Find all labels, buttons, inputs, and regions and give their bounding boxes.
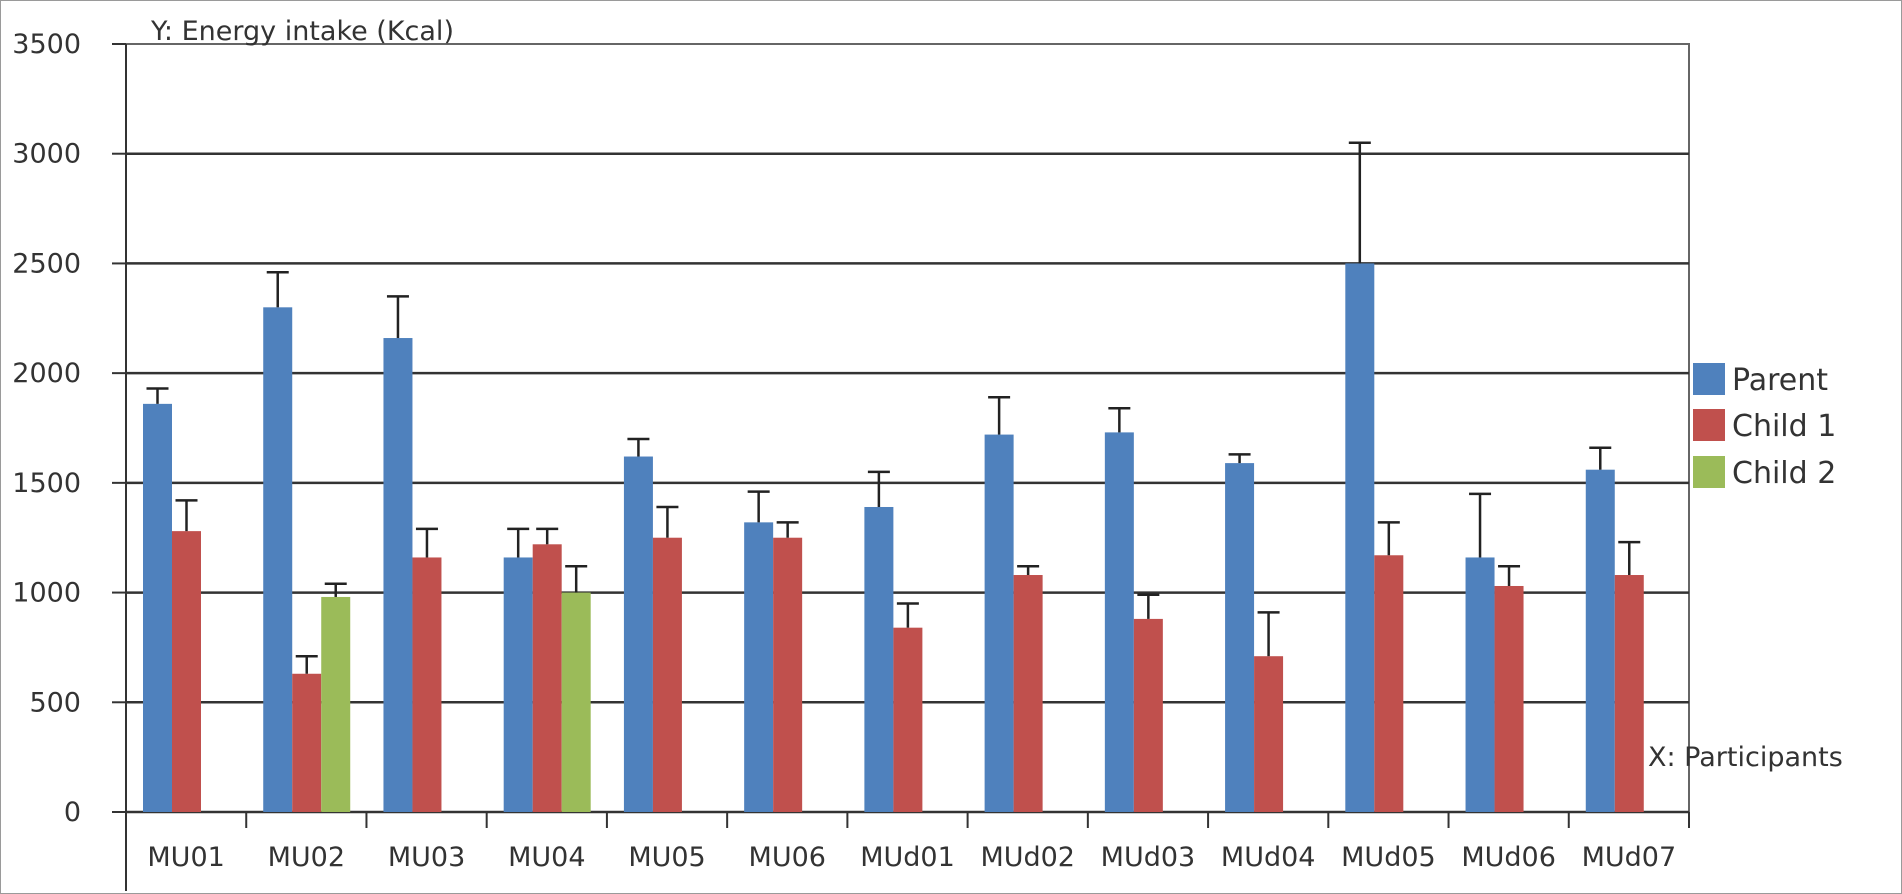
bar-child-1 bbox=[1374, 555, 1404, 812]
legend-swatch bbox=[1693, 363, 1725, 395]
bar-child-1 bbox=[1494, 585, 1524, 812]
x-tick-label: MU06 bbox=[749, 842, 826, 873]
bar-child-1 bbox=[1013, 575, 1043, 812]
bar-child-1 bbox=[1614, 575, 1644, 812]
bar-child-2 bbox=[561, 592, 591, 812]
x-tick-label: MU03 bbox=[388, 842, 465, 873]
y-tick-label: 2500 bbox=[12, 248, 81, 279]
bar-parent bbox=[1585, 469, 1615, 812]
bar-child-1 bbox=[412, 557, 442, 812]
x-tick-label: MUd01 bbox=[860, 842, 955, 873]
y-tick-label: 3000 bbox=[12, 139, 81, 170]
bar-child-1 bbox=[1133, 618, 1163, 812]
x-tick-label: MU02 bbox=[268, 842, 345, 873]
x-tick-label: MU05 bbox=[628, 842, 705, 873]
y-tick-label: 3500 bbox=[12, 29, 81, 60]
bar-child-1 bbox=[292, 673, 322, 812]
bar-child-1 bbox=[652, 537, 682, 812]
x-tick-label: MUd06 bbox=[1461, 842, 1556, 873]
y-tick-label: 0 bbox=[64, 797, 81, 828]
x-tick-label: MUd02 bbox=[980, 842, 1075, 873]
bar-parent bbox=[864, 506, 894, 812]
bar-child-1 bbox=[1254, 656, 1284, 812]
bar-child-2 bbox=[321, 596, 351, 812]
bar-parent bbox=[623, 456, 653, 812]
bar-parent bbox=[383, 338, 413, 812]
bar-parent bbox=[1345, 263, 1375, 812]
y-axis-title: Y: Energy intake (Kcal) bbox=[150, 16, 454, 47]
legend-label: Parent bbox=[1732, 363, 1828, 398]
legend-swatch bbox=[1693, 456, 1725, 488]
legend-swatch bbox=[1693, 409, 1725, 441]
bar-parent bbox=[1225, 463, 1255, 812]
x-tick-label: MUd05 bbox=[1341, 842, 1436, 873]
x-tick-label: MU01 bbox=[147, 842, 224, 873]
bar-child-1 bbox=[172, 531, 201, 812]
bar-parent bbox=[744, 522, 774, 812]
legend-label: Child 1 bbox=[1732, 409, 1836, 444]
y-tick-label: 500 bbox=[29, 687, 81, 718]
legend-label: Child 2 bbox=[1732, 456, 1836, 491]
bar-child-1 bbox=[773, 537, 803, 812]
x-tick-label: MU04 bbox=[508, 842, 585, 873]
x-tick-label: MUd04 bbox=[1221, 842, 1316, 873]
x-tick-label: MUd03 bbox=[1101, 842, 1196, 873]
bar-parent bbox=[263, 307, 293, 812]
y-tick-label: 1000 bbox=[12, 578, 81, 609]
x-axis-title: X: Participants bbox=[1648, 742, 1843, 773]
y-tick-label: 1500 bbox=[12, 468, 81, 499]
bar-child-1 bbox=[532, 544, 562, 812]
bar-child-1 bbox=[893, 627, 923, 812]
bar-parent bbox=[143, 403, 172, 812]
y-tick-label: 2000 bbox=[12, 358, 81, 389]
bar-parent bbox=[1465, 557, 1495, 812]
bar-parent bbox=[503, 557, 533, 812]
x-tick-label: MUd07 bbox=[1582, 842, 1677, 873]
bar-parent bbox=[1104, 432, 1134, 812]
bar-parent bbox=[984, 434, 1014, 812]
